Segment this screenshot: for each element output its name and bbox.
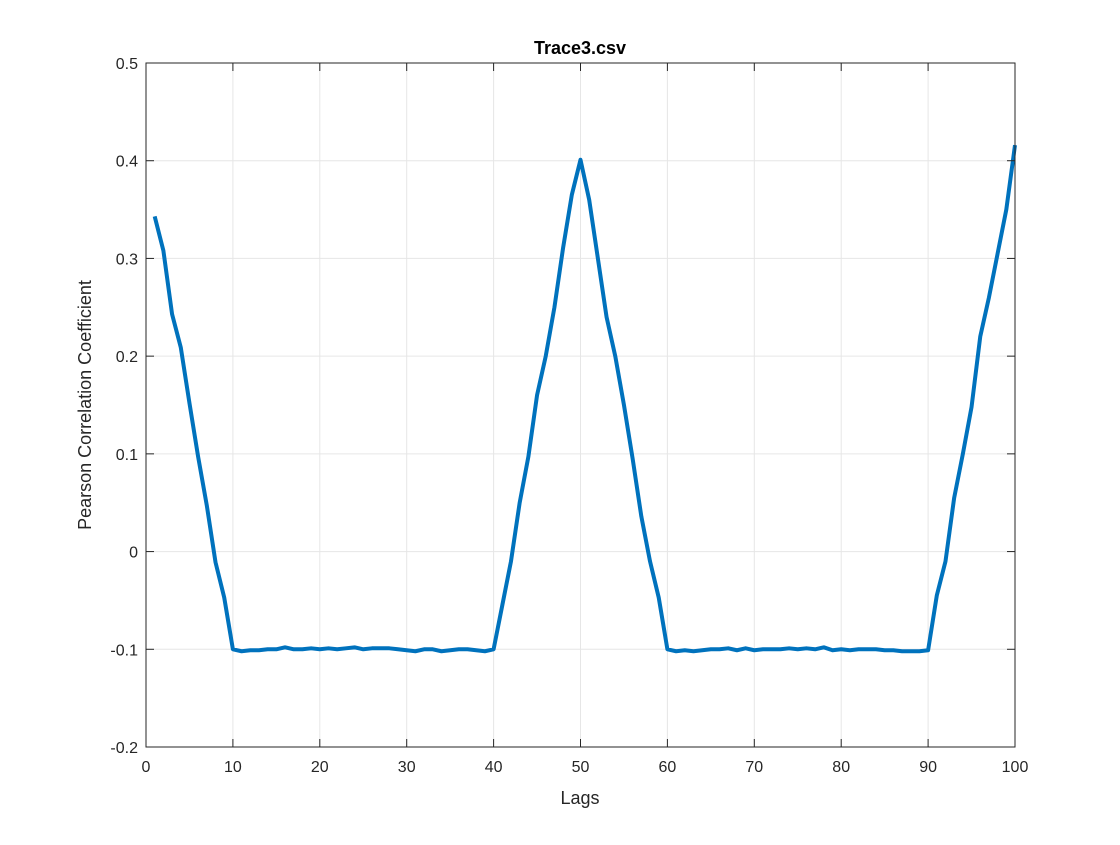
y-axis-title: Pearson Correlation Coefficient xyxy=(75,280,95,530)
x-tick-label: 20 xyxy=(311,759,329,776)
x-tick-label: 90 xyxy=(919,759,937,776)
x-tick-label: 80 xyxy=(832,759,850,776)
x-tick-label: 30 xyxy=(398,759,416,776)
x-tick-label: 0 xyxy=(142,759,151,776)
y-tick-label: 0.3 xyxy=(116,251,138,268)
x-tick-label: 60 xyxy=(659,759,677,776)
y-tick-label: 0.4 xyxy=(116,154,138,171)
axis-ticks: 0 10 20 30 40 50 60 70 80 90 100 -0.2 -0.1 0 0.1 0.2 0.3… xyxy=(110,56,1028,776)
series-line xyxy=(152,144,1017,654)
y-tick-label: -0.1 xyxy=(110,642,138,659)
x-tick-label: 40 xyxy=(485,759,503,776)
y-tick-label: -0.2 xyxy=(110,740,138,757)
x-axis-title: Lags xyxy=(560,788,599,808)
x-tick-label: 50 xyxy=(572,759,590,776)
x-tick-label: 70 xyxy=(745,759,763,776)
y-tick-label: 0.2 xyxy=(116,349,138,366)
x-tick-label: 10 xyxy=(224,759,242,776)
chart-title: Trace3.csv xyxy=(534,38,626,58)
series-layer xyxy=(152,144,1017,654)
y-tick-label: 0 xyxy=(129,545,138,562)
y-tick-label: 0.1 xyxy=(116,447,138,464)
y-tick-label: 0.5 xyxy=(116,56,138,73)
x-tick-label: 100 xyxy=(1002,759,1029,776)
